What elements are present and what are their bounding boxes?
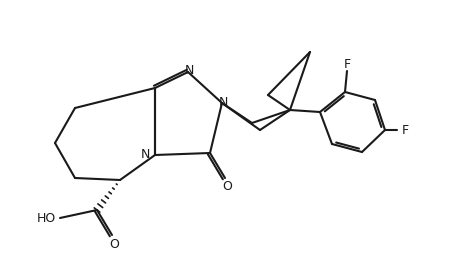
Text: N: N [140, 149, 150, 162]
Text: N: N [218, 95, 228, 109]
Text: O: O [109, 238, 119, 251]
Text: F: F [402, 124, 409, 136]
Text: N: N [185, 64, 194, 77]
Text: O: O [222, 180, 232, 192]
Text: F: F [343, 59, 351, 71]
Text: HO: HO [36, 212, 56, 224]
